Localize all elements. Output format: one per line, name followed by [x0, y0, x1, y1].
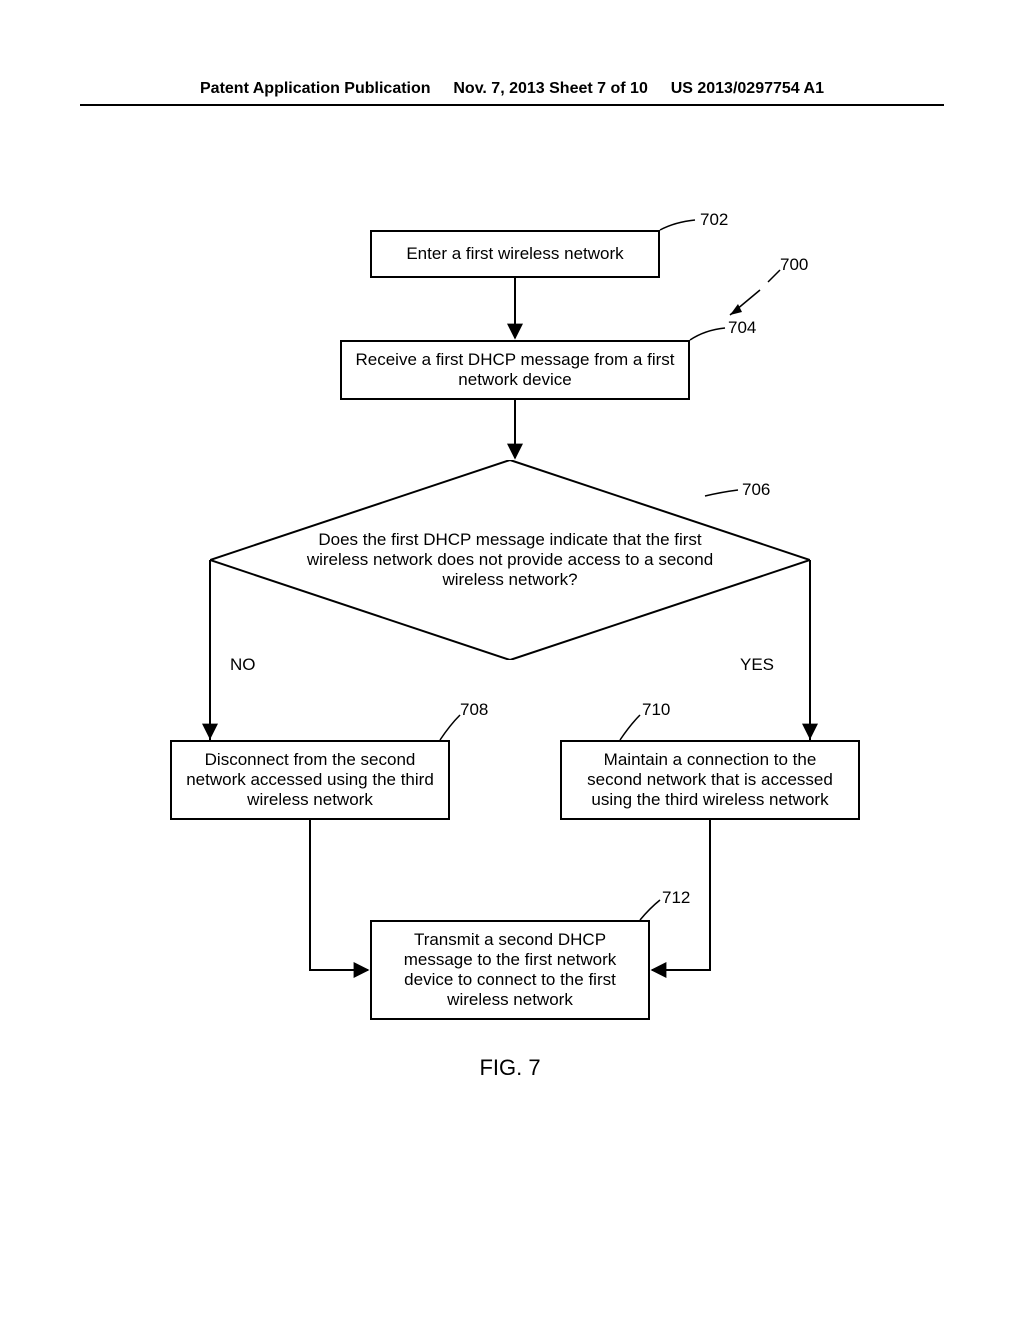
node-702: Enter a first wireless network [370, 230, 660, 278]
node-708-text: Disconnect from the second network acces… [184, 750, 436, 810]
ref-710: 710 [642, 700, 670, 720]
ref-706: 706 [742, 480, 770, 500]
node-712: Transmit a second DHCP message to the fi… [370, 920, 650, 1020]
edge-label-no: NO [230, 655, 256, 675]
figure-caption: FIG. 7 [479, 1055, 540, 1081]
node-706: Does the first DHCP message indicate tha… [210, 460, 810, 660]
node-702-text: Enter a first wireless network [406, 244, 623, 264]
header-left: Patent Application Publication [200, 80, 431, 98]
node-704: Receive a first DHCP message from a firs… [340, 340, 690, 400]
node-704-text: Receive a first DHCP message from a firs… [354, 350, 676, 390]
ref-712: 712 [662, 888, 690, 908]
header-right: US 2013/0297754 A1 [671, 80, 824, 98]
node-710: Maintain a connection to the second netw… [560, 740, 860, 820]
header-center: Nov. 7, 2013 Sheet 7 of 10 [453, 80, 647, 98]
node-710-text: Maintain a connection to the second netw… [574, 750, 846, 810]
page-header: Patent Application Publication Nov. 7, 2… [80, 80, 944, 106]
ref-704: 704 [728, 318, 756, 338]
node-712-text: Transmit a second DHCP message to the fi… [384, 930, 636, 1010]
node-706-text: Does the first DHCP message indicate tha… [300, 530, 720, 590]
edge-label-yes: YES [740, 655, 774, 675]
ref-702: 702 [700, 210, 728, 230]
node-708: Disconnect from the second network acces… [170, 740, 450, 820]
flowchart-diagram: Enter a first wireless network 702 700 R… [120, 200, 900, 1100]
ref-700: 700 [780, 255, 808, 275]
ref-708: 708 [460, 700, 488, 720]
